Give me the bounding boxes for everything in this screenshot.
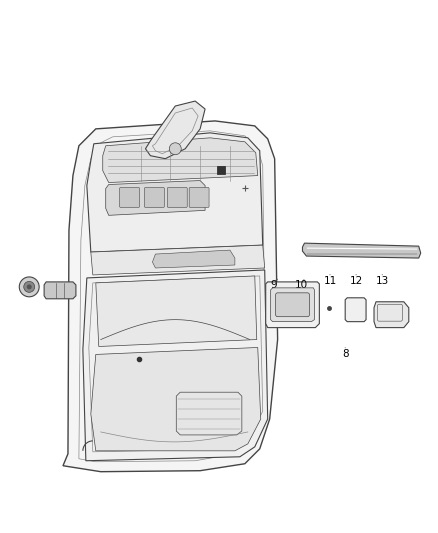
Polygon shape	[345, 298, 366, 321]
Polygon shape	[96, 276, 257, 346]
Text: 13: 13	[375, 276, 389, 286]
Text: 10: 10	[295, 280, 308, 290]
Circle shape	[24, 281, 35, 292]
Circle shape	[27, 285, 32, 289]
Text: 5: 5	[177, 382, 183, 392]
FancyBboxPatch shape	[276, 293, 309, 317]
Polygon shape	[152, 250, 235, 268]
Text: 1: 1	[26, 287, 33, 297]
Polygon shape	[87, 133, 263, 252]
Polygon shape	[271, 288, 314, 321]
FancyBboxPatch shape	[145, 188, 164, 207]
Text: 14: 14	[195, 158, 208, 168]
Text: 9: 9	[270, 280, 277, 290]
Text: 12: 12	[350, 276, 363, 286]
Polygon shape	[83, 270, 268, 461]
Text: 8: 8	[342, 349, 349, 359]
Polygon shape	[145, 101, 205, 159]
Text: 7: 7	[235, 397, 242, 407]
Text: 4: 4	[148, 382, 155, 392]
Polygon shape	[106, 181, 205, 215]
Text: 3: 3	[109, 377, 116, 387]
FancyBboxPatch shape	[167, 188, 187, 207]
Bar	[217, 166, 225, 174]
FancyBboxPatch shape	[120, 188, 140, 207]
Circle shape	[170, 143, 181, 155]
FancyBboxPatch shape	[189, 188, 209, 207]
Circle shape	[19, 277, 39, 297]
Polygon shape	[170, 387, 248, 439]
Polygon shape	[91, 245, 265, 275]
Polygon shape	[303, 243, 421, 258]
Polygon shape	[266, 282, 319, 328]
Polygon shape	[63, 121, 278, 472]
Text: 11: 11	[323, 276, 337, 286]
Text: 6: 6	[218, 418, 225, 428]
Text: 2: 2	[57, 287, 64, 297]
Polygon shape	[91, 348, 261, 451]
Polygon shape	[103, 138, 258, 182]
Polygon shape	[44, 282, 76, 299]
Polygon shape	[374, 302, 409, 328]
